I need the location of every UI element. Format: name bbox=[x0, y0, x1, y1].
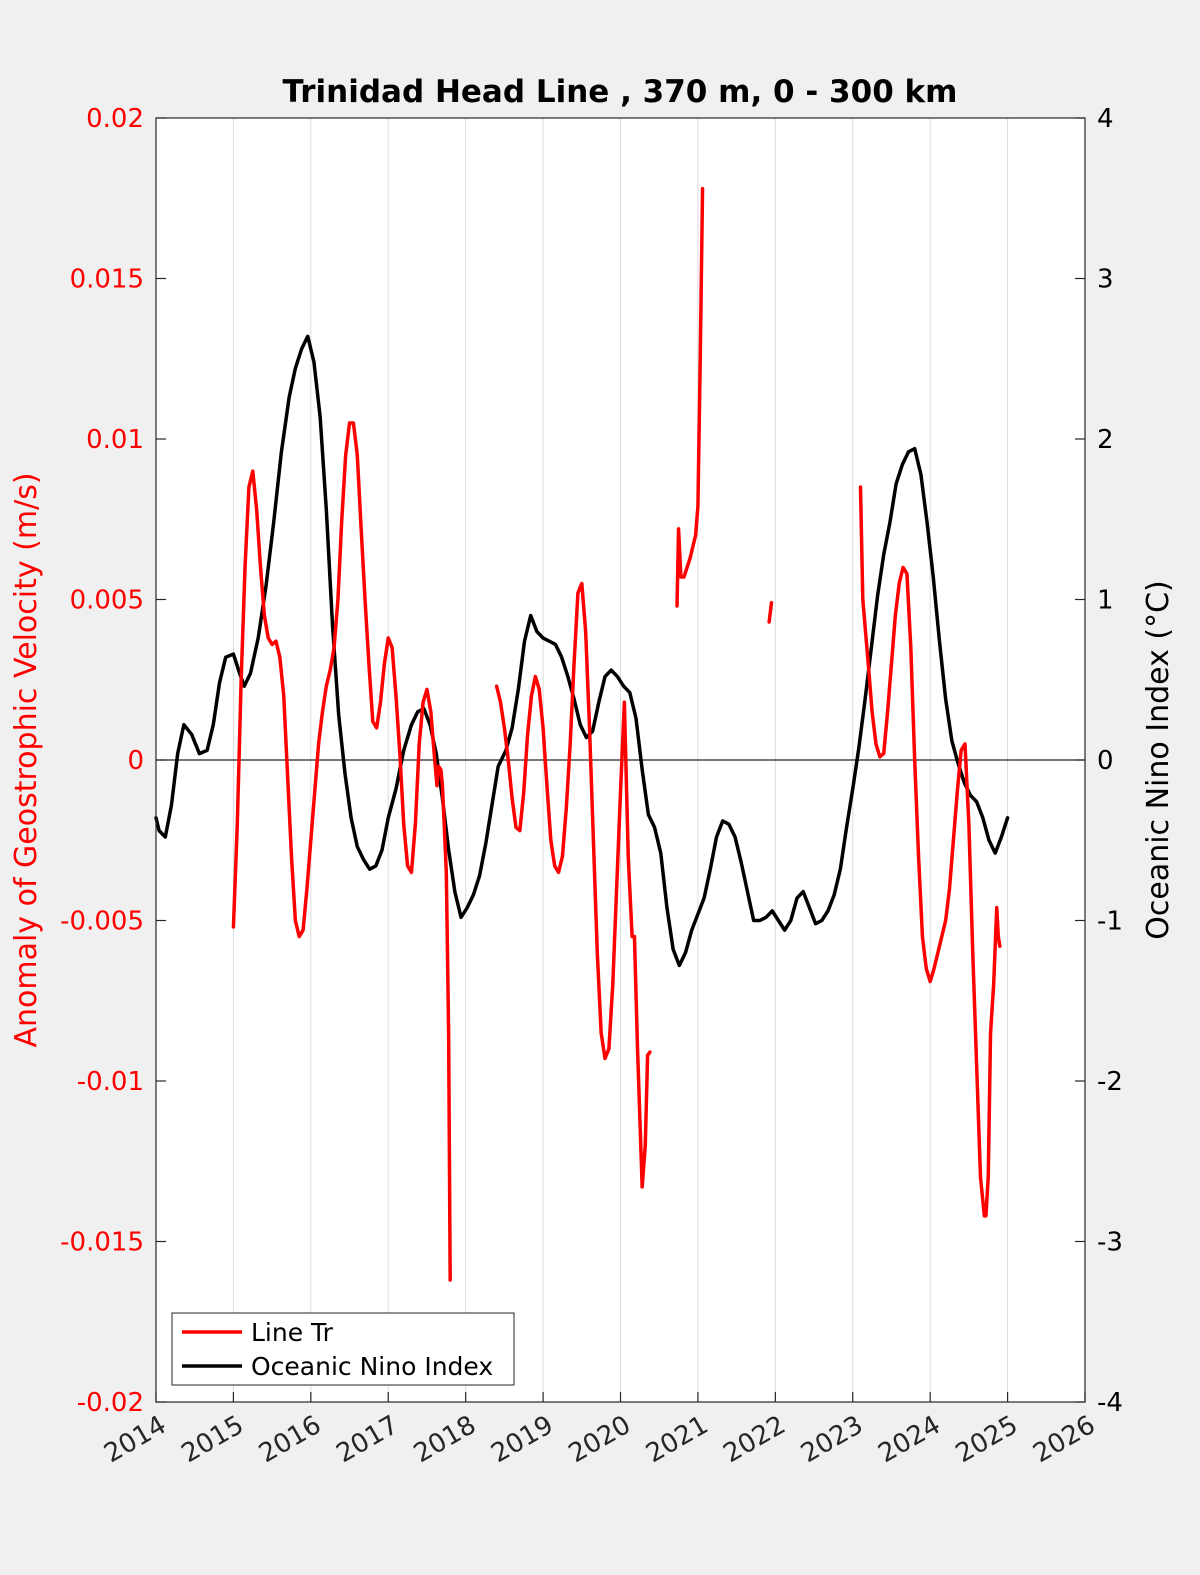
ticks bbox=[155, 117, 1086, 1403]
legend: Line Tr Oceanic Nino Index bbox=[171, 1312, 515, 1386]
y-left-tick-labels: -0.02 -0.015 -0.01 -0.005 0 0.005 0.01 0.015 0.0… bbox=[60, 104, 144, 1418]
y-right-axis-title: Oceanic Nino Index (°C) bbox=[1141, 580, 1176, 940]
series-layer bbox=[154, 186, 1010, 1282]
y-left-tick-label: -0.005 bbox=[60, 907, 144, 937]
legend-label-oni: Oceanic Nino Index bbox=[251, 1352, 493, 1381]
y-left-tick-label: 0.005 bbox=[70, 586, 144, 616]
series-line-segment bbox=[675, 186, 705, 608]
y-left-tick-label: 0.01 bbox=[86, 425, 144, 455]
y-right-tick-label: -1 bbox=[1097, 907, 1123, 937]
legend-label-line-tr: Line Tr bbox=[251, 1318, 334, 1347]
series-line-segment bbox=[767, 600, 774, 624]
y-right-tick-label: 1 bbox=[1097, 586, 1114, 616]
y-right-tick-label: 3 bbox=[1097, 265, 1114, 295]
y-right-tick-label: 0 bbox=[1097, 746, 1114, 776]
y-left-tick-label: -0.01 bbox=[77, 1067, 144, 1097]
y-left-tick-label: 0.02 bbox=[86, 104, 144, 134]
chart-title: Trinidad Head Line , 370 m, 0 - 300 km bbox=[283, 74, 958, 110]
y-left-tick-label: 0.015 bbox=[70, 265, 144, 295]
y-left-tick-label: 0 bbox=[127, 746, 144, 776]
y-right-tick-label: 2 bbox=[1097, 425, 1114, 455]
y-right-tick-label: 4 bbox=[1097, 104, 1114, 134]
y-left-tick-label: -0.015 bbox=[60, 1228, 144, 1258]
y-right-tick-label: -4 bbox=[1097, 1388, 1123, 1418]
y-left-axis-title: Anomaly of Geostrophic Velocity (m/s) bbox=[9, 472, 44, 1047]
series-line-segment bbox=[858, 485, 1002, 1218]
y-right-tick-label: -2 bbox=[1097, 1067, 1123, 1097]
series-line-tr bbox=[231, 186, 1002, 1282]
y-right-tick-label: -3 bbox=[1097, 1228, 1123, 1258]
series-line-segment bbox=[494, 581, 652, 1189]
y-left-tick-label: -0.02 bbox=[77, 1388, 144, 1418]
legend-box bbox=[171, 1312, 515, 1386]
series-line-segment bbox=[231, 421, 452, 1282]
y-right-tick-labels: -4 -3 -2 -1 0 1 2 3 4 bbox=[1097, 104, 1123, 1418]
